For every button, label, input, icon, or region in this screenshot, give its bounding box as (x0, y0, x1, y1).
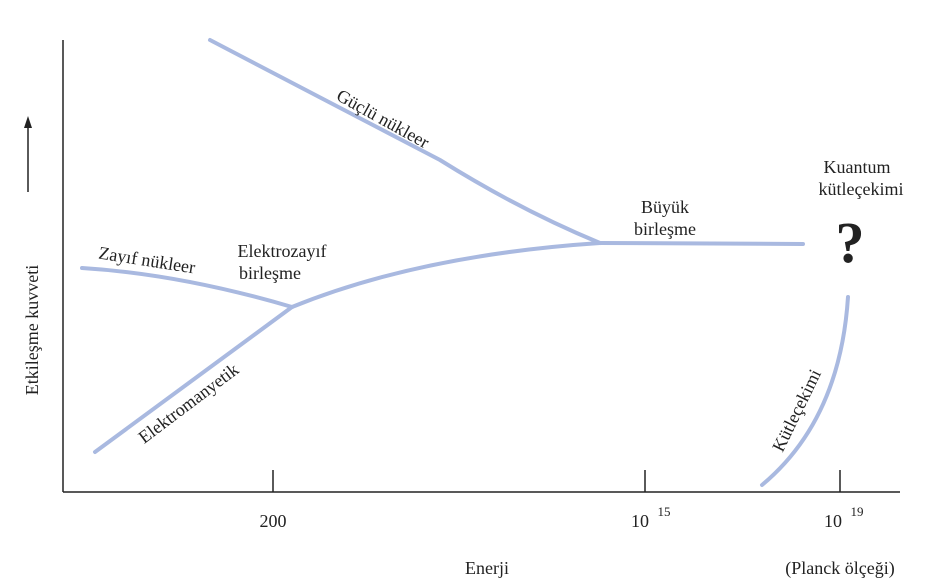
tick-sup: 19 (851, 504, 864, 519)
x-label: Enerji (465, 558, 509, 578)
grand-curve (598, 241, 805, 246)
point-label: Elektrozayıf (238, 241, 327, 261)
x-note: (Planck ölçeği) (785, 558, 894, 579)
point-label: birleşme (634, 219, 696, 239)
point-label: Büyük (641, 197, 689, 217)
gravity-curve (760, 295, 850, 487)
y-label: Etkileşme kuvveti (22, 265, 42, 395)
tick-label: 200 (260, 511, 287, 531)
point-label: kütleçekimi (819, 179, 904, 199)
strong-curve (208, 38, 602, 245)
point-label: Kuantum (824, 157, 891, 177)
curve-label: Güçlü nükleer (333, 85, 432, 152)
tick-label: 10 (824, 511, 842, 531)
electroweak-curve (290, 241, 602, 309)
em-curve (93, 305, 294, 454)
curve-label: Kütleçekimi (768, 366, 825, 455)
point-label: birleşme (239, 263, 301, 283)
tick-sup: 15 (658, 504, 671, 519)
arrow-head (24, 116, 32, 128)
question-mark: ? (836, 210, 865, 275)
tick-label: 10 (631, 511, 649, 531)
curve-label: Elektromanyetik (134, 359, 242, 447)
weak-curve (80, 266, 294, 309)
